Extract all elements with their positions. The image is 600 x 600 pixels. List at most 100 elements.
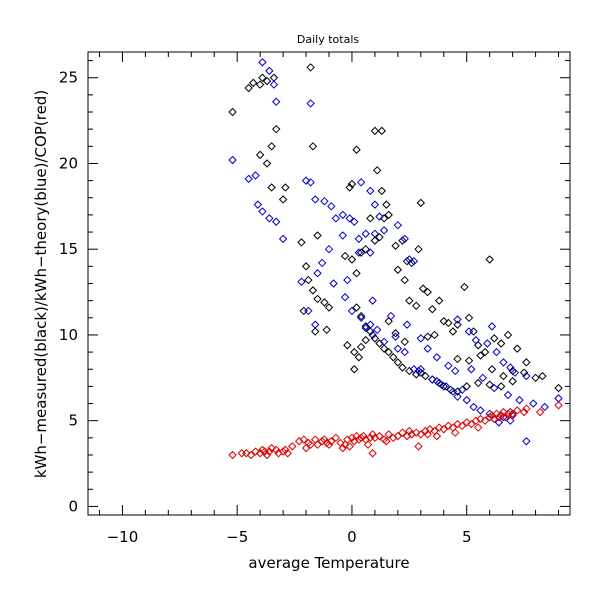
x-tick-label: 0: [347, 528, 357, 546]
data-point-series-0: [398, 236, 407, 245]
data-point-series-1: [306, 99, 315, 108]
data-point-series-1: [444, 361, 453, 371]
data-point-series-1: [272, 217, 281, 226]
data-point-series-0: [267, 142, 276, 151]
data-point-series-1: [437, 380, 446, 389]
data-point-series-1: [366, 320, 375, 329]
data-point-series-1: [370, 200, 380, 209]
data-point-series-2: [352, 431, 361, 441]
data-point-series-1: [375, 212, 384, 221]
data-point-series-2: [246, 450, 256, 460]
data-point-series-0: [262, 159, 272, 168]
data-point-series-2: [306, 440, 315, 449]
data-point-series-0: [324, 303, 334, 312]
data-point-series-0: [496, 382, 506, 391]
data-point-series-1: [405, 255, 414, 264]
y-axis-label: kWh−measured(black)/kWh−theory(blue)/COP…: [32, 90, 50, 478]
data-point-series-0: [352, 269, 361, 278]
data-point-series-1: [464, 327, 474, 336]
data-point-series-2: [368, 430, 377, 439]
y-tick-label: 25: [59, 69, 78, 87]
data-point-series-1: [340, 293, 350, 302]
data-point-series-1: [409, 365, 419, 374]
data-point-series-2: [476, 414, 485, 424]
data-point-series-0: [366, 214, 375, 223]
data-point-series-0: [412, 301, 421, 311]
data-point-series-2: [359, 431, 368, 441]
data-point-series-0: [244, 83, 253, 93]
data-point-series-2: [398, 428, 407, 437]
data-point-series-0: [448, 327, 458, 336]
data-point-series-0: [258, 73, 267, 82]
data-point-series-1: [414, 366, 423, 376]
data-point-series-2: [354, 435, 364, 444]
data-point-series-2: [414, 442, 423, 451]
x-tick-label: 5: [462, 528, 472, 546]
data-point-series-2: [393, 431, 403, 441]
data-point-series-0: [513, 344, 522, 353]
data-point-series-1: [304, 306, 313, 316]
data-point-series-2: [492, 409, 501, 419]
data-point-series-2: [313, 440, 322, 449]
data-point-series-0: [400, 275, 409, 285]
data-point-series-1: [423, 344, 432, 353]
data-point-series-0: [405, 296, 414, 305]
data-point-series-1: [345, 214, 354, 223]
data-point-series-0: [434, 296, 444, 305]
data-point-series-1: [457, 385, 467, 395]
data-point-series-0: [313, 231, 322, 240]
data-point-series-0: [356, 311, 366, 321]
data-point-series-1: [368, 330, 377, 340]
data-point-series-0: [402, 256, 412, 266]
data-point-series-2: [506, 407, 515, 417]
data-point-series-0: [391, 329, 400, 338]
data-point-series-2: [453, 419, 462, 429]
data-point-series-1: [402, 320, 412, 329]
data-point-series-0: [350, 365, 359, 374]
data-point-series-0: [361, 244, 370, 254]
data-point-series-1: [301, 176, 311, 185]
data-point-series-0: [311, 327, 320, 336]
data-point-series-1: [432, 377, 442, 386]
data-point-series-0: [384, 347, 393, 357]
data-point-series-2: [331, 433, 341, 443]
data-point-series-0: [423, 287, 432, 297]
data-point-series-2: [405, 426, 414, 436]
data-point-series-0: [320, 298, 329, 307]
data-point-series-1: [311, 195, 320, 204]
data-point-series-0: [370, 334, 380, 343]
y-tick-label: 0: [68, 497, 78, 515]
x-tick-label: −10: [107, 528, 139, 546]
data-point-series-0: [255, 150, 265, 160]
data-point-series-2: [262, 450, 272, 460]
data-point-series-0: [531, 373, 540, 383]
data-point-series-2: [260, 447, 269, 456]
data-point-series-0: [538, 371, 547, 381]
data-point-series-2: [485, 413, 494, 422]
data-point-series-0: [398, 363, 407, 372]
data-point-series-2: [508, 411, 517, 420]
data-point-series-1: [343, 275, 352, 285]
data-point-series-0: [313, 294, 322, 304]
data-point-series-2: [251, 447, 260, 456]
data-point-series-2: [301, 443, 311, 453]
data-point-series-2: [278, 447, 288, 456]
data-point-series-2: [299, 435, 308, 444]
data-point-series-1: [462, 395, 471, 405]
data-point-series-0: [416, 368, 426, 377]
data-point-series-1: [331, 214, 341, 223]
data-point-series-0: [354, 353, 364, 362]
y-tick-label: 5: [68, 412, 78, 430]
data-point-series-1: [313, 269, 322, 278]
data-point-series-0: [439, 317, 448, 326]
data-points: [228, 58, 563, 460]
data-point-series-1: [515, 395, 524, 405]
data-point-series-0: [249, 78, 258, 88]
data-point-series-1: [453, 392, 462, 401]
data-point-series-1: [467, 365, 476, 374]
data-point-series-2: [338, 443, 347, 453]
data-point-series-2: [444, 421, 453, 431]
data-point-series-2: [462, 418, 471, 427]
data-point-series-0: [267, 183, 276, 192]
data-point-series-1: [499, 358, 508, 367]
